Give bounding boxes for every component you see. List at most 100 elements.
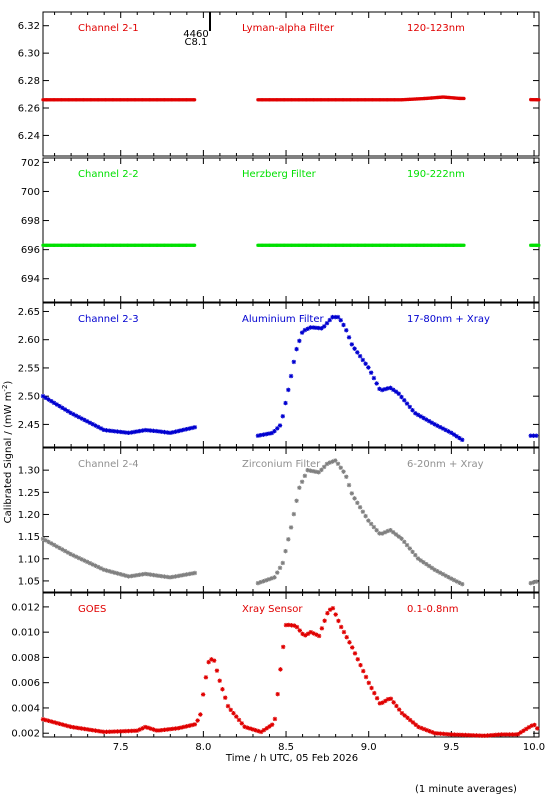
data-point (294, 498, 299, 503)
data-point (49, 541, 54, 546)
y-tick-label: 2.65 (18, 307, 40, 318)
y-tick-label: 0.012 (11, 602, 40, 613)
data-point (358, 662, 363, 668)
y-tick-label: 6.28 (18, 76, 40, 87)
data-point (112, 429, 117, 434)
data-point (427, 728, 432, 734)
data-point (173, 429, 178, 434)
data-point (501, 732, 507, 737)
data-point (71, 725, 76, 730)
data-point (457, 435, 462, 441)
data-point (267, 724, 272, 729)
data-point (382, 530, 388, 535)
data-point (291, 359, 297, 365)
data-point (126, 728, 131, 734)
data-point (379, 387, 385, 393)
data-point (84, 559, 90, 565)
data-point (258, 432, 263, 438)
data-point (466, 732, 471, 738)
data-point (137, 727, 142, 732)
data-point (178, 573, 184, 578)
data-point (189, 571, 195, 576)
data-point (104, 428, 109, 433)
data-point (98, 729, 104, 734)
data-point (377, 531, 382, 536)
data-point (496, 732, 501, 737)
data-point (300, 631, 305, 637)
data-point (286, 387, 291, 393)
x-tick-label: 8.0 (195, 742, 211, 753)
channel-label: GOES (78, 604, 106, 615)
data-point (51, 720, 57, 725)
data-point (192, 98, 197, 102)
data-point (305, 326, 310, 332)
data-point (239, 721, 244, 726)
data-point (385, 386, 390, 391)
data-point (443, 427, 448, 433)
data-point (159, 727, 164, 733)
data-point (313, 325, 319, 330)
y-tick-label: 1.05 (18, 576, 40, 587)
data-point (366, 365, 371, 370)
data-point (477, 733, 482, 738)
data-point (429, 565, 435, 571)
data-point (51, 400, 57, 406)
panel-p1: 6.24 6.26 6.28 6.30 6.32 Channel 2-1 Lyman-alp… (18, 11, 541, 157)
data-point (167, 575, 173, 580)
filter-label: Herzberg Filter (242, 169, 317, 180)
data-point (181, 427, 187, 433)
averaging-footnote: (1 minute averages) (415, 784, 517, 795)
data-point (255, 433, 261, 438)
data-point (245, 725, 250, 730)
data-point (264, 578, 269, 583)
data-point (214, 668, 220, 673)
data-point (250, 727, 256, 732)
data-point (438, 731, 443, 736)
data-point (377, 386, 382, 392)
data-point (140, 428, 145, 433)
data-point (462, 243, 466, 247)
data-point (393, 532, 399, 537)
data-point (107, 428, 112, 433)
data-point (288, 373, 294, 379)
y-axis-title: Calibrated Signal / (mW m-2) (1, 381, 14, 524)
data-point (187, 426, 192, 431)
data-point (336, 618, 341, 624)
data-point (437, 570, 443, 575)
data-point (396, 391, 401, 396)
data-point (407, 546, 412, 551)
data-point (430, 730, 435, 735)
data-point (374, 528, 379, 533)
data-point (402, 539, 407, 545)
data-point (129, 430, 134, 435)
data-point (330, 606, 336, 611)
data-point (277, 565, 283, 571)
data-point (391, 700, 396, 705)
data-point (333, 612, 338, 617)
data-point (421, 560, 426, 565)
data-point (355, 350, 360, 355)
panel-frame (42, 447, 540, 593)
data-point (421, 726, 427, 732)
data-point (54, 544, 60, 549)
data-point (162, 574, 167, 579)
data-point (388, 527, 393, 533)
data-point (379, 531, 385, 536)
data-point (341, 322, 346, 328)
data-point (443, 573, 448, 578)
data-point (184, 572, 189, 577)
data-point (297, 485, 302, 490)
channel-label: Channel 2-4 (78, 459, 139, 470)
data-point (167, 726, 173, 732)
data-point (335, 314, 341, 320)
data-point (87, 420, 93, 425)
data-point (165, 430, 170, 435)
data-point (537, 243, 541, 247)
data-point (266, 431, 272, 436)
data-point (399, 394, 404, 400)
band-label: 0.1-0.8nm (407, 604, 459, 615)
data-point (162, 429, 167, 435)
data-point (424, 727, 429, 733)
data-point (198, 712, 203, 717)
data-point (355, 657, 360, 662)
